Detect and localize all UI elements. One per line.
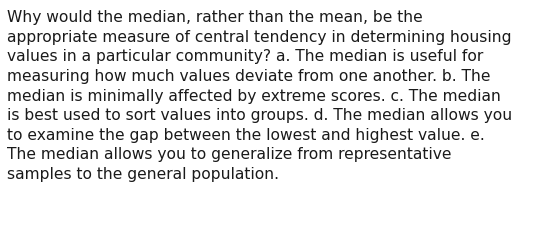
Text: Why would the median, rather than the mean, be the
appropriate measure of centra: Why would the median, rather than the me…	[7, 10, 512, 181]
